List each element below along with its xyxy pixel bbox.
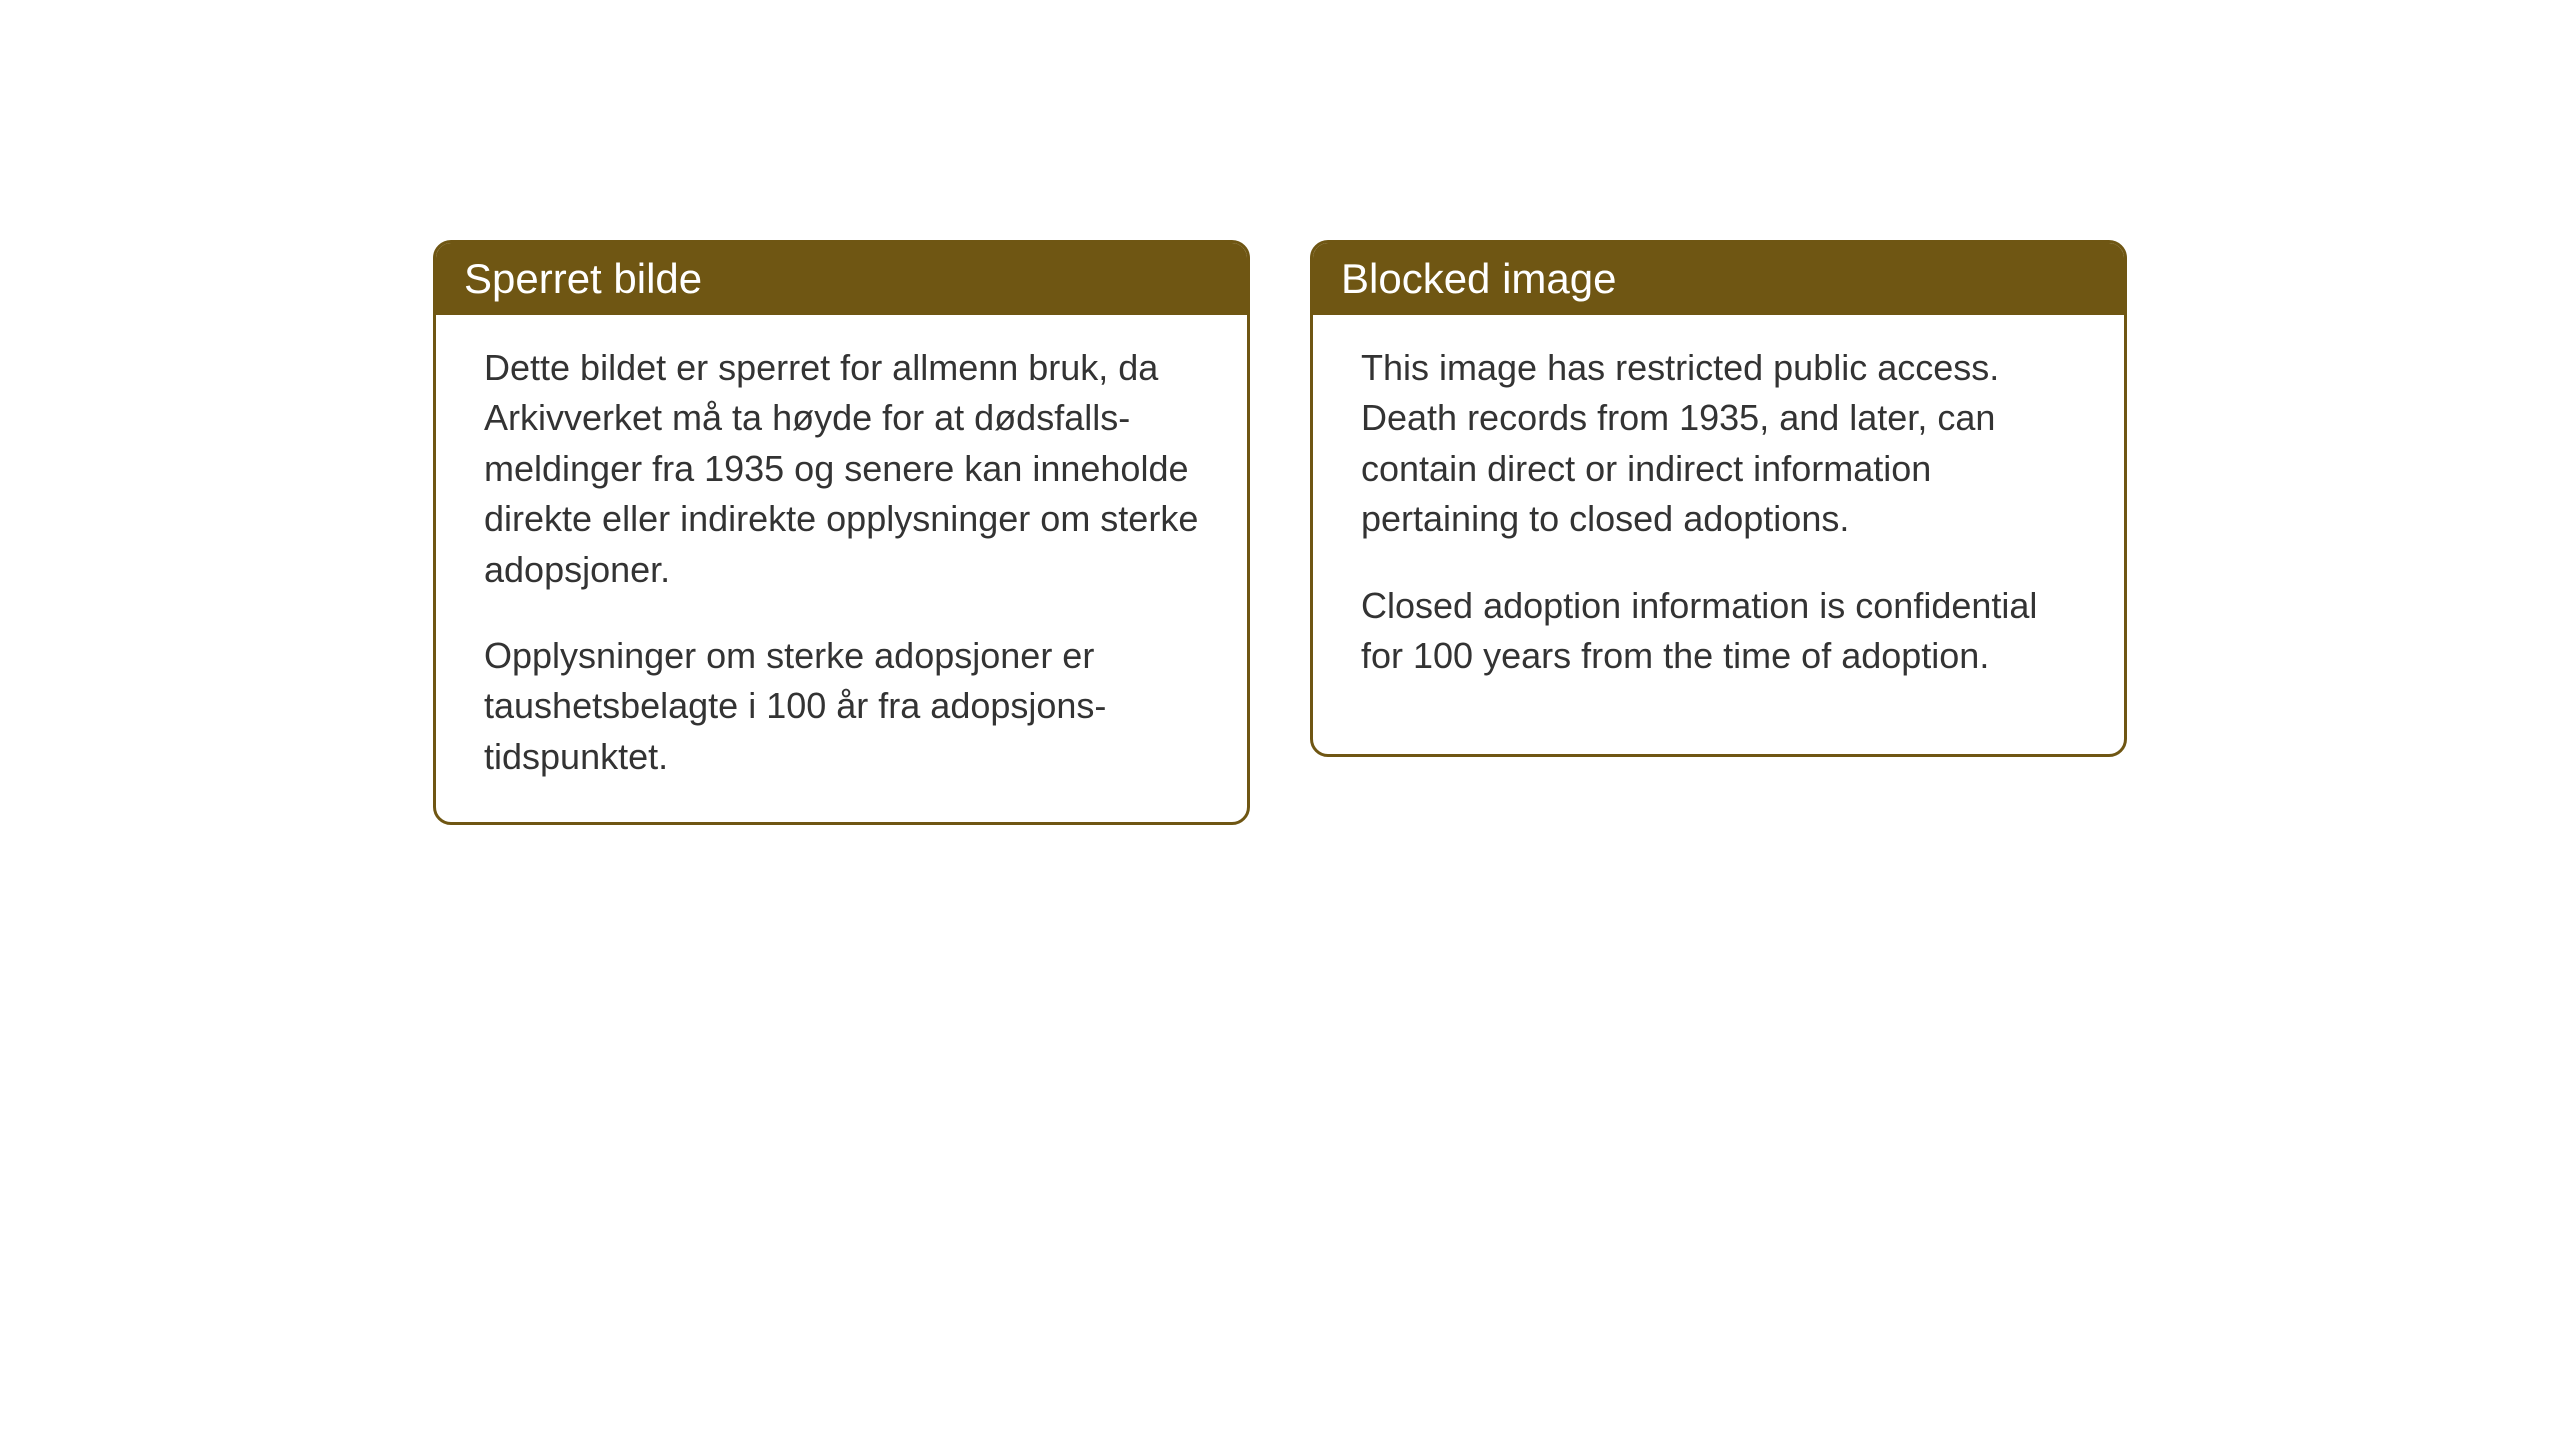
card-header-norwegian: Sperret bilde — [436, 243, 1247, 315]
card-title-norwegian: Sperret bilde — [464, 255, 702, 302]
paragraph-english-2: Closed adoption information is confident… — [1361, 581, 2076, 682]
paragraph-norwegian-2: Opplysninger om sterke adopsjoner er tau… — [484, 631, 1199, 782]
card-body-english: This image has restricted public access.… — [1313, 315, 2124, 721]
card-body-norwegian: Dette bildet er sperret for allmenn bruk… — [436, 315, 1247, 822]
cards-container: Sperret bilde Dette bildet er sperret fo… — [433, 240, 2127, 1440]
card-title-english: Blocked image — [1341, 255, 1616, 302]
card-norwegian: Sperret bilde Dette bildet er sperret fo… — [433, 240, 1250, 825]
paragraph-english-1: This image has restricted public access.… — [1361, 343, 2076, 545]
paragraph-norwegian-1: Dette bildet er sperret for allmenn bruk… — [484, 343, 1199, 595]
card-header-english: Blocked image — [1313, 243, 2124, 315]
card-english: Blocked image This image has restricted … — [1310, 240, 2127, 757]
